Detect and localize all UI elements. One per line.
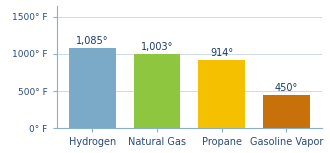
Text: 1,003°: 1,003°: [141, 42, 173, 52]
Bar: [198, 60, 245, 128]
Bar: [263, 95, 310, 128]
Text: 450°: 450°: [275, 83, 298, 93]
Bar: [134, 54, 180, 128]
Text: 914°: 914°: [210, 49, 233, 58]
Bar: [69, 48, 116, 128]
Text: 1,085°: 1,085°: [76, 36, 109, 46]
